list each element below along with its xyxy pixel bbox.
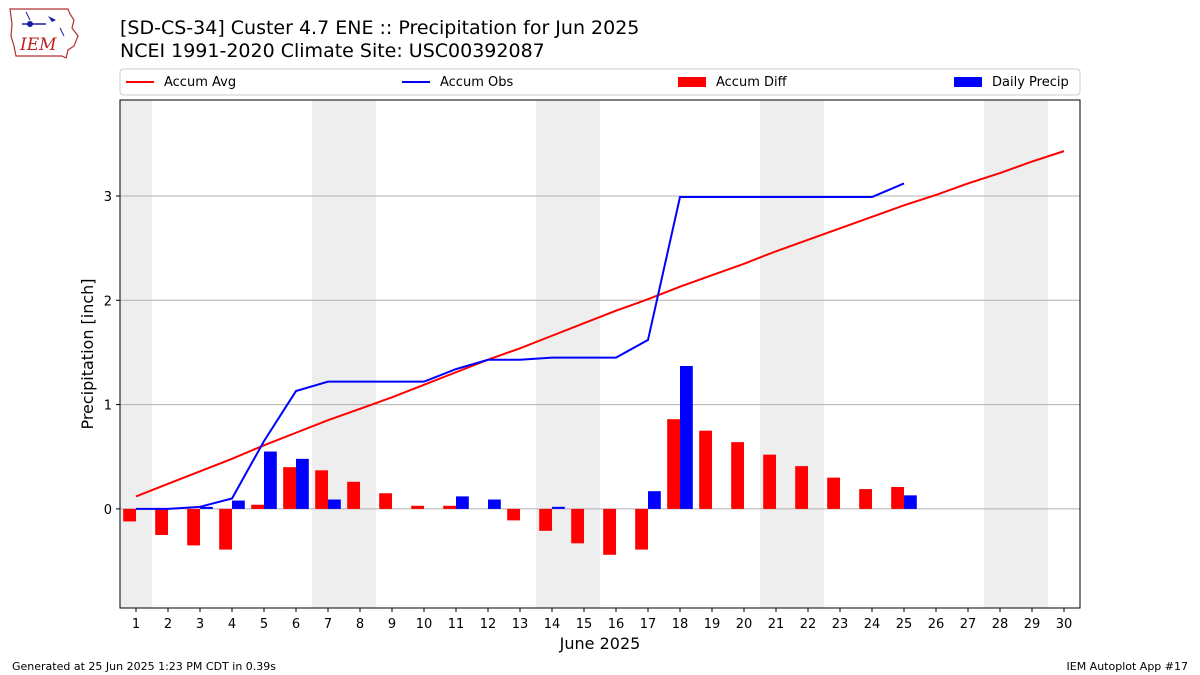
x-tick-label-19: 19 <box>704 617 721 632</box>
x-tick-label-15: 15 <box>576 617 593 632</box>
x-tick-label-18: 18 <box>672 617 689 632</box>
accum-diff-bar-3 <box>187 508 200 546</box>
weekend-shade-22 <box>792 100 824 608</box>
legend: Accum Avg Accum Obs Accum Diff Daily Pre… <box>119 68 1081 96</box>
x-tick-label-20: 20 <box>736 617 753 632</box>
daily-precip-bar-17 <box>648 491 661 509</box>
x-tick-label-12: 12 <box>480 617 497 632</box>
x-tick-label-5: 5 <box>260 617 268 632</box>
x-tick-label-17: 17 <box>640 617 657 632</box>
accum-diff-bar-21 <box>763 454 776 509</box>
daily-precip-bar-11 <box>456 496 469 509</box>
weekend-shade-21 <box>760 100 792 608</box>
accum-diff-bar-9 <box>379 493 392 509</box>
x-tick-label-1: 1 <box>132 617 140 632</box>
weekend-shade-7 <box>312 100 344 608</box>
daily-precip-bar-18 <box>680 365 693 509</box>
x-tick-label-30: 30 <box>1056 617 1073 632</box>
accum-diff-bar-1 <box>123 508 136 522</box>
daily-precip-bar-25 <box>904 495 917 509</box>
weekend-shade-14 <box>536 100 568 608</box>
y-axis-label: Precipitation [inch] <box>78 278 97 429</box>
accum-diff-bar-19 <box>699 430 712 509</box>
daily-precip-bar-14 <box>552 506 565 509</box>
accum-diff-bar-10 <box>411 505 424 509</box>
weekend-shade-28 <box>984 100 1016 608</box>
x-tick-label-24: 24 <box>864 617 881 632</box>
x-tick-label-6: 6 <box>292 617 300 632</box>
accum-diff-bar-18 <box>667 419 680 509</box>
x-tick-label-4: 4 <box>228 617 236 632</box>
x-tick-label-10: 10 <box>416 617 433 632</box>
plot-frame <box>119 99 1081 609</box>
accum-diff-bar-24 <box>859 489 872 509</box>
x-tick-label-9: 9 <box>388 617 396 632</box>
x-tick-label-8: 8 <box>356 617 364 632</box>
x-tick-label-29: 29 <box>1024 617 1041 632</box>
accum-diff-bar-4 <box>219 508 232 550</box>
daily-precip-bar-12 <box>488 499 501 509</box>
x-tick-label-14: 14 <box>544 617 561 632</box>
legend-swatch-accum-diff <box>678 77 706 87</box>
footer-generated: Generated at 25 Jun 2025 1:23 PM CDT in … <box>12 660 277 673</box>
daily-precip-bar-7 <box>328 499 341 509</box>
footer-app: IEM Autoplot App #17 <box>1066 660 1189 673</box>
y-tick-label-3: 3 <box>104 190 112 205</box>
x-tick-label-2: 2 <box>164 617 172 632</box>
accum-diff-bar-6 <box>283 467 296 509</box>
x-tick-label-16: 16 <box>608 617 625 632</box>
accum-diff-bar-15 <box>571 508 584 544</box>
iem-logo: IEM <box>9 8 79 59</box>
accum-diff-bar-5 <box>251 504 264 509</box>
daily-precip-bar-4 <box>232 500 245 509</box>
x-tick-label-25: 25 <box>896 617 913 632</box>
accum-diff-bar-16 <box>603 508 616 555</box>
accum-diff-bar-11 <box>443 505 456 509</box>
accum-diff-bar-13 <box>507 508 520 521</box>
x-tick-label-27: 27 <box>960 617 977 632</box>
y-tick-label-2: 2 <box>104 294 112 309</box>
accum-diff-bar-2 <box>155 508 168 535</box>
legend-swatch-daily-precip <box>954 77 982 87</box>
legend-label-accum-avg: Accum Avg <box>164 75 236 90</box>
x-tick-label-28: 28 <box>992 617 1009 632</box>
x-tick-label-7: 7 <box>324 617 332 632</box>
legend-box <box>119 68 1081 96</box>
x-axis-label: June 2025 <box>559 634 641 653</box>
weekend-shade-29 <box>1016 100 1048 608</box>
accum-obs-line <box>136 182 905 510</box>
accum-diff-bar-25 <box>891 486 904 509</box>
y-tick-label-1: 1 <box>104 399 112 414</box>
weekend-shade-8 <box>344 100 376 608</box>
accum-diff-bar-17 <box>635 508 648 550</box>
x-tick-label-22: 22 <box>800 617 817 632</box>
x-tick-label-26: 26 <box>928 617 945 632</box>
y-tick-label-0: 0 <box>104 503 112 518</box>
legend-label-accum-obs: Accum Obs <box>440 75 513 90</box>
x-tick-label-11: 11 <box>448 617 465 632</box>
accum-diff-bar-7 <box>315 470 328 509</box>
weekend-shade-1 <box>120 100 152 608</box>
accum-diff-bar-14 <box>539 508 552 531</box>
x-tick-label-3: 3 <box>196 617 204 632</box>
chart-subtitle: NCEI 1991-2020 Climate Site: USC00392087 <box>120 40 545 62</box>
daily-precip-bar-6 <box>296 458 309 509</box>
legend-label-accum-diff: Accum Diff <box>716 75 788 90</box>
daily-precip-bar-3 <box>200 506 213 509</box>
legend-label-daily-precip: Daily Precip <box>992 75 1069 90</box>
chart-title: [SD-CS-34] Custer 4.7 ENE :: Precipitati… <box>120 17 640 39</box>
x-tick-label-13: 13 <box>512 617 529 632</box>
daily-precip-bar-5 <box>264 451 277 509</box>
accum-diff-bar-8 <box>347 481 360 509</box>
accum-diff-bar-20 <box>731 442 744 509</box>
accum-diff-bar-22 <box>795 466 808 509</box>
accum-avg-line <box>135 150 1065 498</box>
logo-text: IEM <box>19 35 57 55</box>
x-tick-label-21: 21 <box>768 617 785 632</box>
x-tick-label-23: 23 <box>832 617 849 632</box>
accum-diff-bar-23 <box>827 477 840 509</box>
